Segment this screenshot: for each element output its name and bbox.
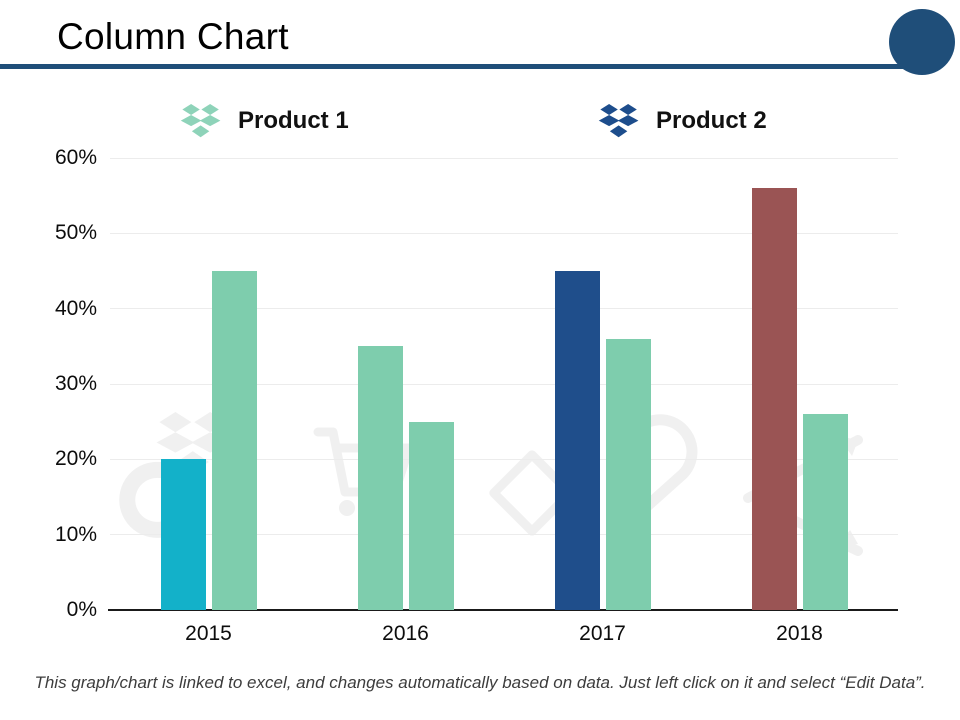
bar-2015-series-1[interactable] (160, 459, 206, 610)
header-divider-line (0, 64, 905, 69)
dropbox-icon (180, 103, 221, 138)
x-axis-line (108, 609, 898, 611)
legend-item-product-2: Product 2 (598, 101, 767, 141)
y-axis-tick-label: 60% (54, 146, 97, 169)
gridline (110, 458, 898, 460)
bar-2017-series-2[interactable] (605, 338, 651, 610)
legend-item-product-1: Product 1 (180, 101, 349, 141)
header-corner-circle (889, 9, 955, 75)
x-axis-label: 2018 (776, 622, 823, 645)
y-axis-tick-label: 50% (54, 221, 97, 245)
bar-2016-series-2[interactable] (408, 421, 454, 610)
y-axis-tick-label: 10% (54, 522, 97, 546)
page-title: Column Chart (57, 16, 289, 57)
bar-2018-series-2[interactable] (802, 414, 848, 610)
dropbox-icon (598, 103, 639, 138)
y-axis-tick-label: 30% (54, 372, 97, 395)
gridline (110, 308, 898, 310)
y-axis-tick-label: 20% (54, 447, 97, 471)
bar-2015-series-2[interactable] (211, 271, 257, 610)
bar-2017-series-1[interactable] (554, 271, 600, 610)
legend-label: Product 2 (656, 107, 767, 134)
gridline (110, 383, 898, 385)
gridline (110, 534, 898, 536)
y-axis-tick-label: 0% (66, 598, 97, 621)
x-axis-label: 2017 (579, 622, 626, 645)
y-axis-tick-label: 40% (54, 296, 97, 320)
gridline (110, 157, 898, 159)
legend-label: Product 1 (238, 107, 349, 134)
bar-2018-series-1[interactable] (751, 188, 797, 610)
bar-2016-series-1[interactable] (357, 346, 403, 610)
x-axis-label: 2015 (185, 622, 232, 645)
chart-caption: This graph/chart is linked to excel, and… (34, 673, 926, 692)
gridline (110, 232, 898, 234)
x-axis-label: 2016 (382, 622, 429, 645)
